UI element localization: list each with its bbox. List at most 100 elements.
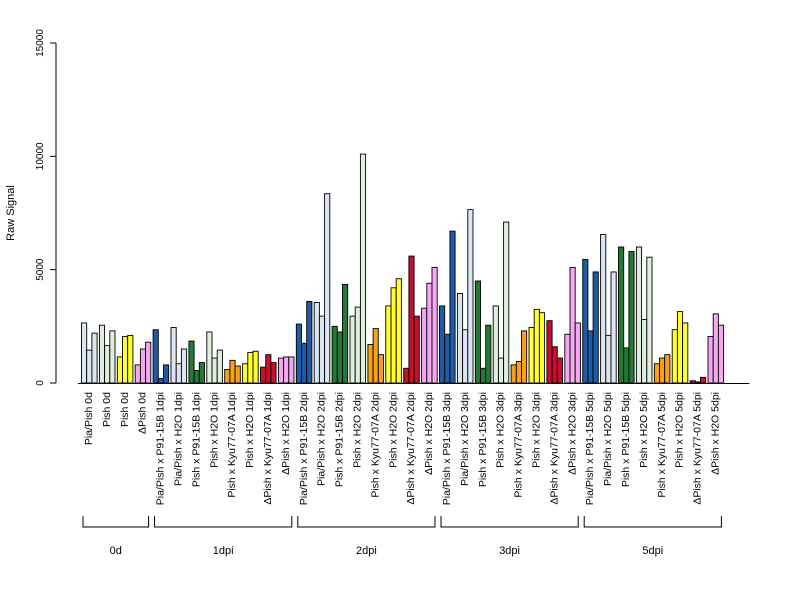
bar [81, 322, 88, 384]
bar [600, 234, 607, 384]
bar [653, 363, 660, 384]
bar [551, 346, 558, 384]
group-bracket [154, 516, 293, 528]
bar [91, 332, 98, 384]
bar [260, 366, 267, 384]
bar [354, 306, 361, 384]
bar [170, 327, 177, 384]
bar [676, 311, 684, 384]
bar [533, 308, 540, 384]
y-tick-label: 10000 [35, 142, 46, 170]
bar [139, 348, 147, 384]
bar [474, 280, 481, 384]
category-label: Pish x H2O 5dpi [638, 392, 650, 468]
bar [234, 365, 241, 384]
bar [385, 305, 392, 384]
bar [324, 193, 331, 384]
group-bracket [583, 516, 722, 528]
category-label: Pia/Pish x H2O 2dpi [316, 392, 328, 486]
group-bracket [440, 516, 579, 528]
bar [145, 341, 152, 384]
bar [229, 359, 236, 384]
group-bracket [82, 516, 150, 528]
bar [618, 246, 625, 384]
bar [403, 367, 410, 384]
bar [377, 354, 384, 384]
bar [707, 336, 714, 384]
bar [224, 368, 231, 384]
bar [198, 362, 205, 384]
bar [216, 349, 223, 384]
y-tick-label: 15000 [35, 29, 46, 57]
bar [467, 209, 474, 384]
bar [211, 357, 218, 384]
bar [510, 364, 517, 384]
bar [98, 324, 106, 384]
labels-layer: Pia/Pish 0d Pish 0d Pish 0d ΔPish 0d Pia/Pis… [83, 392, 722, 505]
bar [127, 334, 134, 384]
category-label: Pia/Pish x P91-15B 3dpi [441, 392, 453, 505]
category-label: Pia/Pish 0d [83, 392, 95, 445]
bar [86, 349, 93, 384]
group-bracket [297, 516, 436, 528]
category-label: ΔPish x H2O 1dpi [280, 392, 292, 475]
bar [700, 376, 707, 384]
bar [682, 322, 689, 384]
category-label: Pia/Pish x P91-15B 1dpi [155, 392, 167, 505]
bar [659, 357, 666, 384]
bar [431, 266, 438, 384]
category-label: Pish x H2O 3dpi [530, 392, 542, 468]
bar [408, 255, 415, 384]
bar [689, 380, 696, 384]
bar [116, 356, 123, 384]
category-label: Pish x P91-15B 5dpi [620, 392, 632, 487]
bar [342, 283, 349, 384]
category-label: ΔPish x H2O 3dpi [566, 392, 578, 475]
bar [456, 293, 464, 384]
bar [564, 333, 571, 384]
group-label: 3dpi [499, 545, 520, 557]
bar [283, 356, 290, 384]
category-label: Pish x H2O 2dpi [387, 392, 399, 468]
bar [206, 331, 213, 384]
bar [592, 271, 599, 384]
category-label: ΔPish x H2O 5dpi [709, 392, 721, 475]
bar [152, 329, 159, 384]
bar [503, 221, 510, 384]
bar [175, 363, 182, 384]
category-label: Pia/Pish x P91-15B 5dpi [584, 392, 596, 505]
bar [306, 300, 313, 384]
bar [180, 348, 188, 384]
group-label: 1dpi [213, 545, 234, 557]
category-label: Pish x P91-15B 3dpi [477, 392, 489, 487]
bar [242, 363, 249, 384]
bar [538, 312, 546, 384]
bar [163, 364, 170, 384]
bar [569, 266, 576, 384]
bar [157, 378, 164, 384]
bar [646, 256, 653, 384]
y-tick-label: 5000 [35, 258, 46, 281]
bar [556, 357, 563, 384]
bar [122, 336, 129, 384]
bar [497, 357, 505, 384]
category-label: Pish x P91-15B 1dpi [190, 392, 202, 487]
bar [247, 351, 254, 384]
bar [421, 307, 428, 384]
bar [492, 305, 499, 384]
bar [635, 246, 643, 384]
bar [372, 328, 379, 384]
category-label: Pish x Kyu77-07A 1dpi [226, 392, 238, 498]
bar [295, 323, 302, 384]
category-label: Pia/Pish x H2O 5dpi [602, 392, 614, 486]
bar [336, 331, 343, 384]
bar [318, 315, 326, 384]
category-label: Pish x H2O 2dpi [351, 392, 363, 468]
bar [109, 330, 116, 384]
bar [480, 367, 487, 384]
bar [462, 329, 469, 384]
bar [717, 324, 725, 384]
bar [671, 329, 678, 384]
bar [188, 340, 195, 384]
